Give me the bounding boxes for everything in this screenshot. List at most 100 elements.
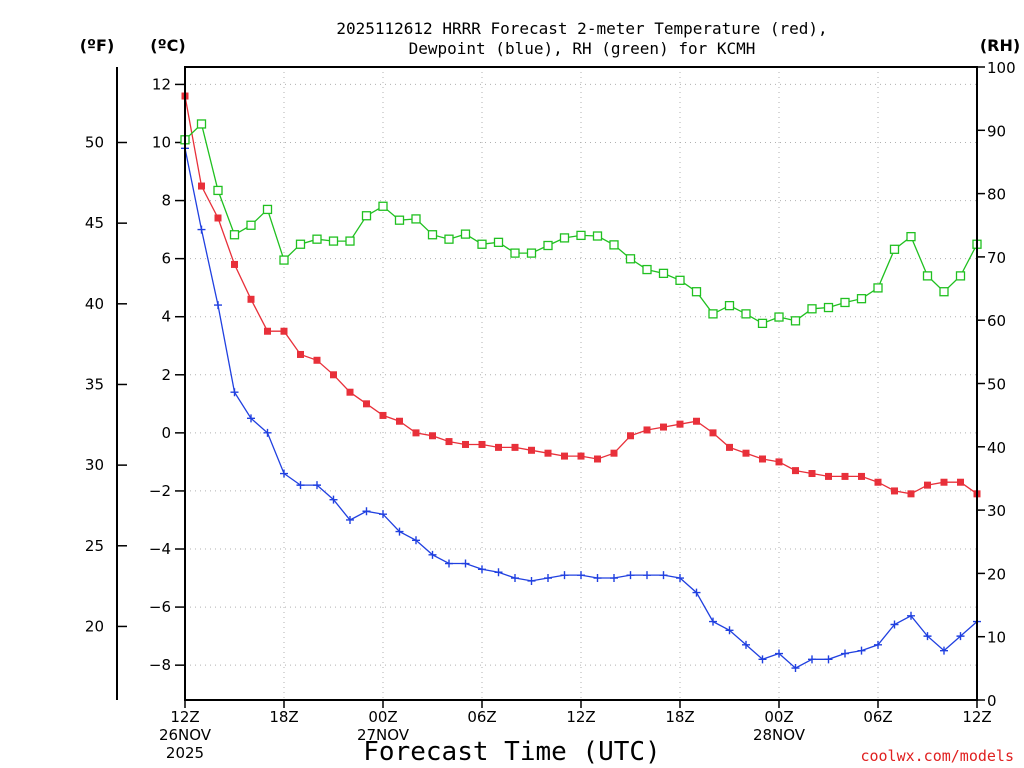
temperature-data-point — [759, 455, 766, 463]
celsius-tick-label: 8 — [161, 192, 171, 210]
dewpoint-data-point — [890, 620, 899, 629]
celsius-tick-label: 0 — [161, 424, 171, 442]
rh-data-point — [625, 254, 636, 264]
grid-layer — [185, 67, 977, 700]
x-tick-label: 18Z — [269, 708, 298, 726]
dewpoint-data-point — [247, 414, 255, 423]
temperature-data-point — [742, 449, 750, 457]
rh-tick-label: 90 — [987, 122, 1006, 140]
temperature-data-point — [511, 443, 519, 451]
celsius-tick-label: 12 — [152, 75, 171, 93]
temperature-data-point — [775, 458, 783, 466]
dewpoint-data-point — [824, 655, 833, 664]
dewpoint-data-point — [560, 571, 569, 580]
dewpoint-data-point — [841, 649, 849, 658]
dewpoint-data-point — [379, 510, 387, 519]
rh-data-point — [213, 185, 223, 196]
dewpoint-data-point — [907, 611, 915, 620]
rh-data-point — [444, 234, 454, 244]
x-tick-label: 00Z — [764, 708, 793, 726]
temperature-data-point — [412, 429, 420, 437]
dewpoint-data-point — [874, 640, 882, 649]
temperature-data-point — [676, 420, 684, 428]
dewpoint-data-point — [494, 568, 503, 577]
rh-data-point — [939, 287, 949, 297]
dewpoint-data-point — [362, 507, 371, 516]
dewpoint-data-point — [478, 565, 486, 574]
temperature-data-point — [825, 472, 832, 480]
celsius-tick-label: 10 — [152, 133, 171, 151]
temperature-data-point — [841, 472, 849, 480]
temperature-data-point — [808, 470, 816, 478]
celsius-tick-label: −4 — [149, 540, 171, 558]
dewpoint-data-point — [230, 388, 239, 397]
rh-data-point — [906, 231, 916, 242]
rh-data-point — [922, 271, 933, 281]
temperature-data-point — [528, 446, 535, 454]
dewpoint-data-point — [940, 646, 948, 655]
rh-data-point — [873, 283, 883, 293]
celsius-tick-label: 4 — [161, 308, 171, 326]
dewpoint-data-point — [626, 571, 635, 580]
rh-data-point — [955, 271, 966, 281]
rh-data-point — [345, 236, 355, 246]
temperature-data-point — [462, 440, 469, 448]
dewpoint-data-point — [197, 225, 206, 234]
temperature-data-point — [264, 327, 271, 335]
temperature-data-point — [379, 411, 387, 419]
rh-data-point — [460, 229, 471, 239]
temperature-data-point — [726, 443, 733, 451]
dewpoint-data-point — [461, 559, 470, 568]
rh-data-point — [807, 304, 817, 314]
rh-tick-label: 40 — [987, 439, 1006, 457]
temperature-data-point — [957, 478, 964, 486]
fahrenheit-tick-label: 20 — [85, 617, 104, 635]
temperature-data-point — [924, 481, 931, 489]
dewpoint-data-point — [692, 588, 701, 597]
dewpoint-data-point — [659, 571, 668, 580]
dewpoint-data-point — [544, 574, 552, 583]
temperature-data-point — [577, 452, 585, 460]
rh-data-point — [559, 233, 570, 243]
dewpoint-data-point — [923, 632, 932, 641]
dewpoint-data-point — [593, 574, 602, 583]
rh-data-point — [526, 248, 537, 258]
dewpoint-data-point — [329, 495, 338, 504]
dewpoint-data-point — [857, 646, 866, 655]
temperature-data-point — [709, 429, 717, 437]
temperature-data-point — [280, 327, 288, 335]
x-tick-label: 06Z — [467, 708, 496, 726]
rh-data-point — [361, 211, 372, 221]
rh-tick-label: 100 — [987, 59, 1016, 77]
rh-data-point — [295, 239, 306, 249]
dewpoint-series-line — [184, 148, 978, 669]
rh-tick-label: 10 — [987, 629, 1006, 647]
rh-data-point — [246, 220, 256, 230]
rh-data-point — [609, 240, 619, 250]
rh-data-point — [708, 309, 718, 319]
rh-data-point — [427, 230, 438, 240]
x-tick-label: 00Z — [368, 708, 397, 726]
fahrenheit-tick-label: 50 — [85, 133, 104, 151]
temperature-data-point — [330, 371, 337, 379]
rh-data-point — [477, 239, 487, 249]
temperature-data-point — [363, 400, 370, 408]
rh-data-point — [856, 294, 867, 304]
dewpoint-data-point — [395, 527, 404, 536]
celsius-tick-label: −8 — [149, 656, 171, 674]
x-tick-label: 12Z — [962, 708, 991, 726]
celsius-tick-label: 6 — [161, 250, 171, 268]
dewpoint-data-point — [577, 571, 585, 580]
chart-title-line1: 2025112612 HRRR Forecast 2-meter Tempera… — [336, 19, 827, 38]
temperature-data-point — [858, 472, 865, 480]
dewpoint-data-point — [296, 481, 305, 490]
dewpoint-data-point — [263, 428, 272, 437]
fahrenheit-tick-label: 25 — [85, 537, 104, 555]
dewpoint-data-point — [445, 559, 453, 568]
temperature-data-point — [297, 350, 304, 358]
credit-text: coolwx.com/models — [860, 747, 1014, 765]
dewpoint-data-point — [280, 469, 288, 478]
temperature-data-point — [313, 356, 321, 364]
rh-data-point — [741, 309, 751, 319]
rh-data-point — [658, 268, 669, 279]
